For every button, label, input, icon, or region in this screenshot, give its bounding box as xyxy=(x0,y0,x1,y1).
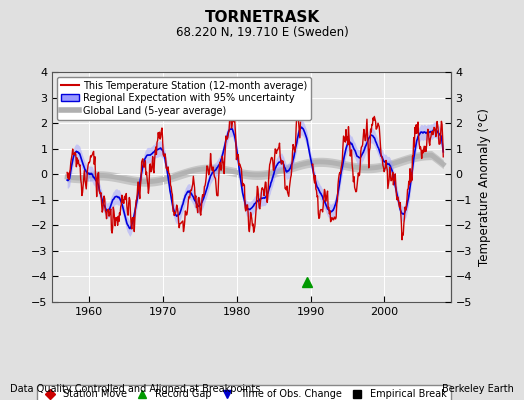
Text: TORNETRASK: TORNETRASK xyxy=(204,10,320,25)
Text: Berkeley Earth: Berkeley Earth xyxy=(442,384,514,394)
Text: Data Quality Controlled and Aligned at Breakpoints: Data Quality Controlled and Aligned at B… xyxy=(10,384,261,394)
Y-axis label: Temperature Anomaly (°C): Temperature Anomaly (°C) xyxy=(477,108,490,266)
Legend: Station Move, Record Gap, Time of Obs. Change, Empirical Break: Station Move, Record Gap, Time of Obs. C… xyxy=(37,385,451,400)
Text: 68.220 N, 19.710 E (Sweden): 68.220 N, 19.710 E (Sweden) xyxy=(176,26,348,39)
